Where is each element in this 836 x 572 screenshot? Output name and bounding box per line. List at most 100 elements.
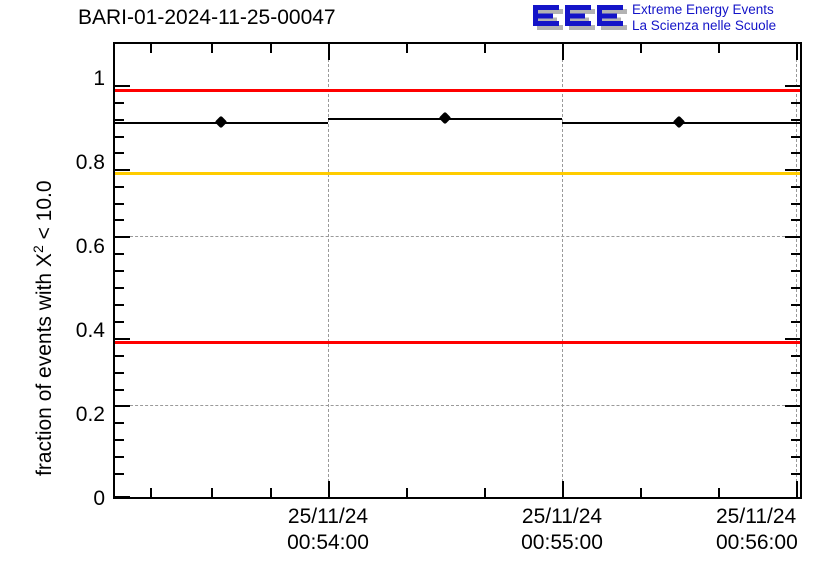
y-minor-tick-right-19 [791,473,800,475]
x-major-tick-top-1 [562,44,564,60]
y-minor-tick-18 [115,456,124,458]
x-minor-tick-top-5 [640,44,642,53]
y-major-tick-0-6 [115,236,130,238]
y-major-tick-0-4 [115,338,130,340]
x-major-tick-0 [328,481,330,497]
y-axis-title-pre: fraction of events with X [33,253,56,476]
x-tick-label-2-time: 00:56:00 [716,531,798,554]
y-minor-tick-right-13 [791,355,800,357]
x-major-tick-top-2 [796,44,798,60]
y-minor-tick-right-9 [791,270,800,272]
y-tick-label-0: 0 [93,487,105,510]
y-minor-tick-right-16 [791,422,800,424]
y-minor-tick-right-12 [791,321,800,323]
y-minor-tick-3 [115,136,124,138]
x-minor-tick-4 [484,488,486,497]
x-major-tick-2 [796,481,798,497]
y-minor-tick-right-7 [791,219,800,221]
y-minor-tick-8 [115,253,124,255]
y-minor-tick-right-6 [791,203,800,205]
x-minor-tick-top-6 [718,44,720,53]
x-tick-label-0: 25/11/24 00:54:00 [248,504,408,556]
x-minor-tick-0 [150,488,152,497]
y-major-tick-0 [115,496,130,497]
y-minor-tick-right-1 [791,102,800,104]
y-minor-tick-6 [115,203,124,205]
x-minor-tick-top-0 [150,44,152,53]
x-minor-tick-1 [211,488,213,497]
y-minor-tick-right-11 [791,304,800,306]
x-minor-tick-3 [406,488,408,497]
x-minor-tick-2 [270,488,272,497]
y-minor-tick-1 [115,102,124,104]
x-tick-label-1-date: 25/11/24 [521,505,603,528]
x-minor-tick-5 [640,488,642,497]
y-minor-tick-right-3 [791,136,800,138]
x-tick-label-0-date: 25/11/24 [287,505,369,528]
y-minor-tick-4 [115,152,124,154]
page-title: BARI-01-2024-11-25-00047 [78,6,336,29]
y-minor-tick-16 [115,422,124,424]
y-tick-label-0-4: 0.4 [75,319,105,342]
gridline-x-1 [562,44,563,497]
y-major-tick-right-0-4 [785,338,800,340]
y-major-tick-right-1 [785,85,800,87]
x-minor-tick-top-2 [270,44,272,53]
y-tick-label-0-2: 0.2 [75,403,105,426]
reference-line-warning [115,172,800,175]
x-minor-tick-top-4 [484,44,486,53]
y-minor-tick-10 [115,287,124,289]
eee-logo-line1: Extreme Energy Events [632,2,774,17]
y-minor-tick-9 [115,270,124,272]
x-major-tick-1 [562,481,564,497]
y-minor-tick-5 [115,186,124,188]
y-major-tick-1 [115,85,130,87]
reference-line-lower [115,341,800,344]
data-point-0 [214,115,228,129]
y-minor-tick-right-2 [791,119,800,121]
plot-inner [115,44,800,497]
gridline-y-0-2 [115,405,800,406]
y-minor-tick-right-4 [791,152,800,154]
y-minor-tick-right-8 [791,253,800,255]
x-tick-label-2: 25/11/24 00:56:00 [716,504,836,556]
y-axis-title-sup: 2 [30,245,46,254]
y-minor-tick-13 [115,355,124,357]
eee-logo-text: Extreme Energy Events La Scienza nelle S… [632,2,776,34]
x-minor-tick-6 [718,488,720,497]
x-minor-tick-top-1 [211,44,213,53]
y-tick-label-1: 1 [93,67,105,90]
x-major-tick-top-0 [328,44,330,60]
y-minor-tick-14 [115,372,124,374]
y-major-tick-right-0-2 [785,405,800,407]
reference-line-upper [115,89,800,92]
y-minor-tick-right-18 [791,456,800,458]
y-major-tick-right-0-6 [785,236,800,238]
y-minor-tick-19 [115,473,124,475]
plot-area [113,42,802,499]
y-minor-tick-15 [115,389,124,391]
x-tick-label-2-date: 25/11/24 [716,505,797,528]
y-tick-label-0-6: 0.6 [75,235,105,258]
y-major-tick-0-8 [115,169,130,171]
y-minor-tick-right-17 [791,439,800,441]
y-minor-tick-2 [115,119,124,121]
eee-logo-icon [533,5,627,30]
y-major-tick-0-2 [115,405,130,407]
y-major-tick-right-0-8 [785,169,800,171]
data-point-1 [438,111,452,125]
y-minor-tick-right-15 [791,389,800,391]
gridline-x-0 [328,44,329,497]
x-tick-label-0-time: 00:54:00 [287,531,369,554]
gridline-y-0-6 [115,236,800,237]
eee-logo-line2: La Scienza nelle Scuole [632,18,777,33]
y-minor-tick-12 [115,321,124,323]
x-tick-label-1: 25/11/24 00:55:00 [482,504,642,556]
eee-logo: Extreme Energy Events La Scienza nelle S… [532,2,832,36]
y-minor-tick-7 [115,219,124,221]
data-point-2 [672,115,686,129]
y-minor-tick-right-10 [791,287,800,289]
y-tick-label-0-8: 0.8 [75,151,105,174]
x-minor-tick-top-3 [406,44,408,53]
